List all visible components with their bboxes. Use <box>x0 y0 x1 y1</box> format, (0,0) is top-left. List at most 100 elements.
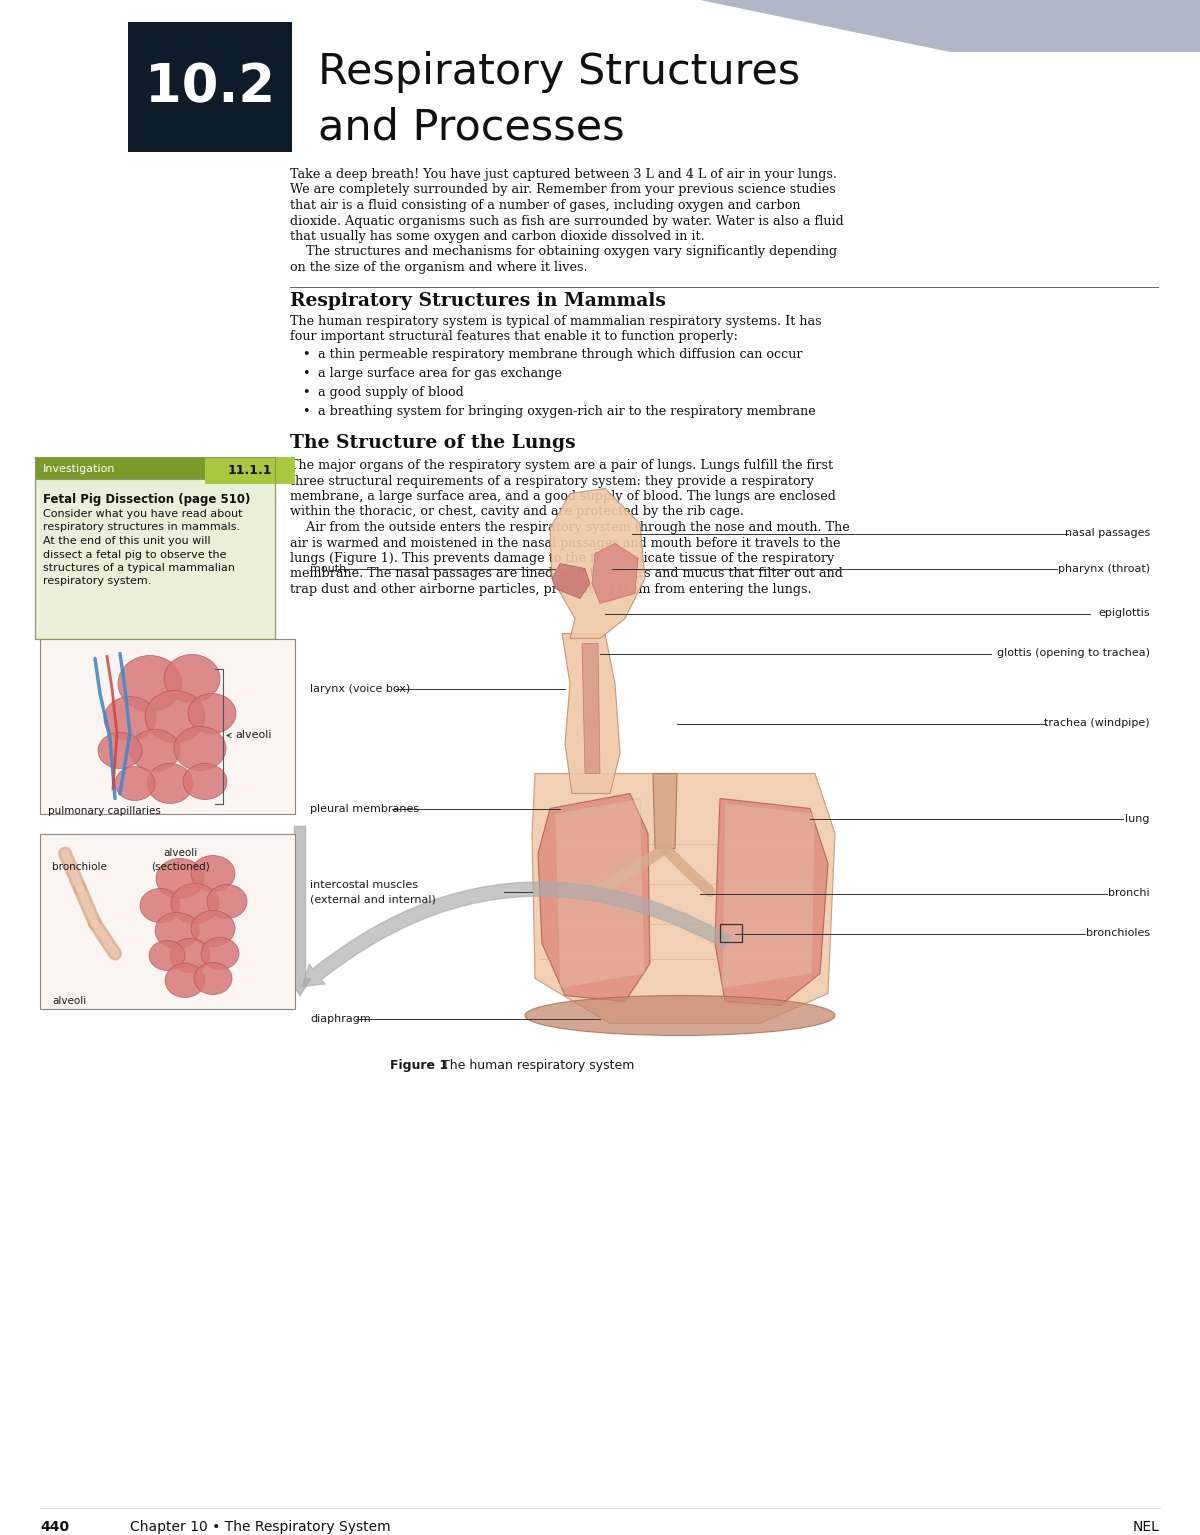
Text: epiglottis: epiglottis <box>1098 608 1150 619</box>
Text: membrane, a large surface area, and a good supply of blood. The lungs are enclos: membrane, a large surface area, and a go… <box>290 490 836 503</box>
Text: The human respiratory system is typical of mammalian respiratory systems. It has: The human respiratory system is typical … <box>290 315 822 327</box>
Ellipse shape <box>156 858 204 898</box>
Text: lung: lung <box>1126 814 1150 823</box>
Text: lungs (Figure 1). This prevents damage to the thin, delicate tissue of the respi: lungs (Figure 1). This prevents damage t… <box>290 553 834 565</box>
Ellipse shape <box>98 732 142 769</box>
Text: air is warmed and moistened in the nasal passages and mouth before it travels to: air is warmed and moistened in the nasal… <box>290 537 840 550</box>
Ellipse shape <box>208 884 247 918</box>
Bar <box>720 924 742 941</box>
Text: NEL: NEL <box>1133 1520 1160 1533</box>
Polygon shape <box>653 774 677 849</box>
Text: on the size of the organism and where it lives.: on the size of the organism and where it… <box>290 261 588 275</box>
Ellipse shape <box>188 694 236 734</box>
Text: •: • <box>302 385 310 399</box>
Polygon shape <box>538 794 650 1001</box>
Bar <box>40 639 295 814</box>
Text: Take a deep breath! You have just captured between 3 L and 4 L of air in your lu: Take a deep breath! You have just captur… <box>290 167 838 181</box>
Text: within the thoracic, or chest, cavity and are protected by the rib cage.: within the thoracic, or chest, cavity an… <box>290 505 744 519</box>
Ellipse shape <box>194 962 232 995</box>
Ellipse shape <box>155 912 199 949</box>
Ellipse shape <box>170 938 210 973</box>
Text: The structures and mechanisms for obtaining oxygen vary significantly depending: The structures and mechanisms for obtain… <box>290 246 838 258</box>
Text: Respiratory Structures in Mammals: Respiratory Structures in Mammals <box>290 292 666 310</box>
Text: that air is a fluid consisting of a number of gases, including oxygen and carbon: that air is a fluid consisting of a numb… <box>290 200 800 212</box>
Text: nasal passages: nasal passages <box>1064 528 1150 539</box>
Polygon shape <box>562 634 620 794</box>
Text: 10.2: 10.2 <box>145 61 275 114</box>
Ellipse shape <box>149 941 185 970</box>
Polygon shape <box>552 563 590 599</box>
Text: 440: 440 <box>40 1520 70 1533</box>
Ellipse shape <box>526 996 835 1036</box>
Text: respiratory structures in mammals.: respiratory structures in mammals. <box>43 522 240 533</box>
Text: diaphragm: diaphragm <box>310 1013 371 1024</box>
Text: glottis (opening to trachea): glottis (opening to trachea) <box>997 648 1150 659</box>
Text: that usually has some oxygen and carbon dioxide dissolved in it.: that usually has some oxygen and carbon … <box>290 230 704 243</box>
Text: Investigation: Investigation <box>43 464 115 474</box>
Text: Fetal Pig Dissection (page 510): Fetal Pig Dissection (page 510) <box>43 493 251 507</box>
Text: Respiratory Structures: Respiratory Structures <box>318 51 800 94</box>
Ellipse shape <box>191 855 235 892</box>
Polygon shape <box>532 774 835 1024</box>
Text: Chapter 10 • The Respiratory System: Chapter 10 • The Respiratory System <box>130 1520 391 1533</box>
Ellipse shape <box>148 763 193 803</box>
Polygon shape <box>582 643 600 774</box>
Text: larynx (voice box): larynx (voice box) <box>310 683 410 694</box>
Text: pharynx (throat): pharynx (throat) <box>1058 563 1150 574</box>
Ellipse shape <box>130 729 180 772</box>
Ellipse shape <box>166 964 205 998</box>
Bar <box>35 479 275 639</box>
Ellipse shape <box>104 697 156 740</box>
FancyArrowPatch shape <box>302 883 731 987</box>
Ellipse shape <box>118 655 182 712</box>
Polygon shape <box>554 798 646 989</box>
Bar <box>205 457 295 484</box>
Ellipse shape <box>145 691 205 743</box>
Text: trachea (windpipe): trachea (windpipe) <box>1044 718 1150 729</box>
Text: (sectioned): (sectioned) <box>151 861 209 872</box>
Ellipse shape <box>202 938 239 970</box>
Ellipse shape <box>182 763 227 800</box>
Text: a large surface area for gas exchange: a large surface area for gas exchange <box>318 367 562 381</box>
Text: The Structure of the Lungs: The Structure of the Lungs <box>290 434 576 451</box>
Ellipse shape <box>164 654 220 703</box>
Text: pleural membranes: pleural membranes <box>310 803 419 814</box>
Text: dioxide. Aquatic organisms such as fish are surrounded by water. Water is also a: dioxide. Aquatic organisms such as fish … <box>290 215 844 227</box>
FancyArrowPatch shape <box>289 826 311 996</box>
Text: and Processes: and Processes <box>318 107 625 149</box>
Text: dissect a fetal pig to observe the: dissect a fetal pig to observe the <box>43 550 227 559</box>
Ellipse shape <box>172 884 220 924</box>
Polygon shape <box>722 803 815 989</box>
Text: membrane. The nasal passages are lined with tiny hairs and mucus that filter out: membrane. The nasal passages are lined w… <box>290 568 842 580</box>
Text: mouth: mouth <box>310 563 347 574</box>
Ellipse shape <box>115 766 155 800</box>
Text: alveoli: alveoli <box>52 996 86 1007</box>
Text: a good supply of blood: a good supply of blood <box>318 385 463 399</box>
Polygon shape <box>128 21 292 152</box>
Text: a thin permeable respiratory membrane through which diffusion can occur: a thin permeable respiratory membrane th… <box>318 348 803 361</box>
Ellipse shape <box>174 726 226 771</box>
Bar <box>35 457 275 639</box>
Text: •: • <box>302 405 310 418</box>
Text: bronchiole: bronchiole <box>52 861 107 872</box>
Bar <box>35 457 215 479</box>
Text: •: • <box>302 348 310 361</box>
Ellipse shape <box>191 910 235 947</box>
Ellipse shape <box>140 889 180 923</box>
Polygon shape <box>592 543 638 603</box>
Text: At the end of this unit you will: At the end of this unit you will <box>43 536 211 546</box>
Text: intercostal muscles: intercostal muscles <box>310 880 418 889</box>
Text: 11.1.1: 11.1.1 <box>228 465 272 477</box>
Bar <box>40 834 295 1008</box>
Polygon shape <box>700 0 1200 52</box>
Text: •: • <box>302 367 310 381</box>
Text: structures of a typical mammalian: structures of a typical mammalian <box>43 563 235 573</box>
Text: (external and internal): (external and internal) <box>310 895 436 904</box>
Text: The major organs of the respiratory system are a pair of lungs. Lungs fulfill th: The major organs of the respiratory syst… <box>290 459 833 471</box>
Polygon shape <box>715 798 828 1005</box>
Text: pulmonary capillaries: pulmonary capillaries <box>48 806 161 815</box>
Polygon shape <box>550 488 646 639</box>
Text: bronchi: bronchi <box>1109 889 1150 898</box>
Text: The human respiratory system: The human respiratory system <box>434 1059 635 1071</box>
Text: Air from the outside enters the respiratory system through the nose and mouth. T: Air from the outside enters the respirat… <box>290 520 850 534</box>
